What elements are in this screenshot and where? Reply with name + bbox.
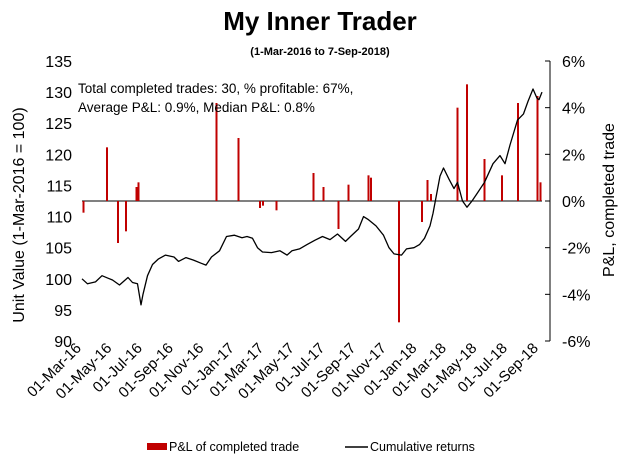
left-tick-label: 130 <box>45 85 72 102</box>
right-tick-label: -2% <box>562 241 590 258</box>
pnl-bar <box>135 187 138 201</box>
right-tick-label: 2% <box>562 147 585 164</box>
pnl-bar <box>421 201 423 222</box>
pnl-bar <box>483 159 486 201</box>
right-tick-label: 0% <box>562 194 585 211</box>
left-tick-label: 135 <box>45 54 72 71</box>
x-axis-ticks: 01-Mar-1601-May-1601-Jul-1601-Sep-1601-N… <box>24 340 542 403</box>
pnl-bar <box>430 194 432 201</box>
pnl-bar <box>370 177 372 201</box>
bar-series <box>82 84 542 323</box>
right-tick-label: -6% <box>562 334 590 351</box>
left-tick-label: 110 <box>46 210 72 227</box>
pnl-bar <box>237 138 240 201</box>
pnl-bar <box>426 180 429 201</box>
stats-line-2: Average P&L: 0.9%, Median P&L: 0.8% <box>78 100 315 115</box>
pnl-bar <box>466 84 468 201</box>
pnl-bar <box>106 147 108 201</box>
left-axis-title: Unit Value (1-Mar-2016 = 100) <box>11 107 28 322</box>
pnl-bar <box>367 175 370 201</box>
legend-line-label: Cumulative returns <box>370 440 475 454</box>
pnl-bar <box>517 103 519 201</box>
legend-bar-label: P&L of completed trade <box>169 440 299 454</box>
pnl-bar <box>536 96 539 201</box>
left-tick-label: 125 <box>45 116 72 133</box>
pnl-bar <box>275 201 278 211</box>
pnl-bar <box>539 182 542 201</box>
pnl-bar <box>262 201 264 206</box>
pnl-bar <box>117 201 119 243</box>
left-tick-label: 105 <box>45 241 72 258</box>
left-tick-label: 90 <box>54 334 72 351</box>
pnl-bar <box>259 201 261 208</box>
pnl-bar <box>337 201 340 229</box>
left-tick-label: 100 <box>45 272 72 289</box>
pnl-bar <box>322 187 325 201</box>
chart-title: My Inner Trader <box>223 6 417 36</box>
pnl-bar <box>137 182 140 201</box>
cumulative-returns-line <box>81 88 543 306</box>
stats-line-1: Total completed trades: 30, % profitable… <box>78 81 353 96</box>
pnl-bar <box>501 175 503 201</box>
left-tick-label: 120 <box>45 147 72 164</box>
right-axis-ticks: -6% -4% -2% 0% 2% 4% 6% <box>545 54 590 351</box>
left-axis-ticks: 90 95 100 105 110 115 120 125 130 135 <box>45 54 72 351</box>
pnl-bar <box>215 103 218 201</box>
pnl-bar <box>456 107 459 201</box>
legend: P&L of completed trade Cumulative return… <box>147 440 475 454</box>
pnl-bar <box>125 201 127 232</box>
pnl-bar <box>82 201 85 213</box>
right-tick-label: 6% <box>562 54 585 71</box>
legend-bar-swatch <box>147 443 167 450</box>
pnl-bar <box>398 201 400 323</box>
pnl-bar <box>347 184 350 201</box>
left-tick-label: 115 <box>46 178 72 195</box>
right-tick-label: 4% <box>562 101 585 118</box>
chart-subtitle: (1-Mar-2016 to 7-Sep-2018) <box>250 46 390 58</box>
pnl-bar <box>312 173 315 201</box>
left-tick-label: 95 <box>54 303 72 320</box>
right-axis-title: P&L, completed trade <box>601 123 618 277</box>
right-tick-label: -4% <box>562 287 590 304</box>
